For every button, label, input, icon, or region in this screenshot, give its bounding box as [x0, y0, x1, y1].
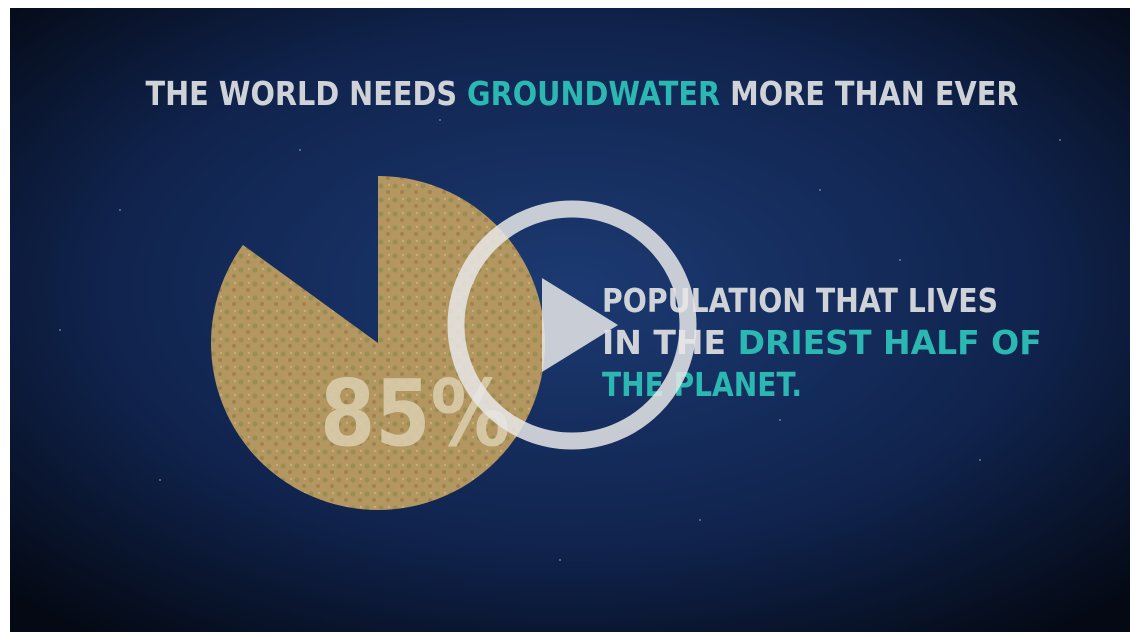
caption-line: THE PLANET. — [602, 365, 802, 404]
play-ring[interactable] — [447, 200, 697, 450]
caption-line: POPULATION THAT LIVES — [602, 281, 998, 320]
pie-slice — [211, 176, 545, 510]
play-button[interactable] — [447, 200, 697, 450]
caption: POPULATION THAT LIVES IN THE DRIEST HALF… — [602, 281, 1042, 404]
caption-highlight: DRIEST HALF OF — [738, 323, 1042, 362]
headline: THE WORLD NEEDS GROUNDWATER MORE THAN EV… — [146, 74, 1019, 113]
caption-line: IN THE DRIEST HALF OF — [602, 323, 1042, 362]
caption-text: IN THE — [602, 323, 726, 362]
headline-text: THE WORLD NEEDS — [146, 74, 458, 113]
headline-text: MORE THAN EVER — [730, 74, 1018, 113]
stat-pie — [211, 176, 545, 510]
headline-highlight: GROUNDWATER — [467, 74, 720, 113]
play-icon[interactable] — [542, 278, 618, 372]
stars — [59, 119, 1061, 561]
stat-label: 85% — [320, 360, 510, 467]
